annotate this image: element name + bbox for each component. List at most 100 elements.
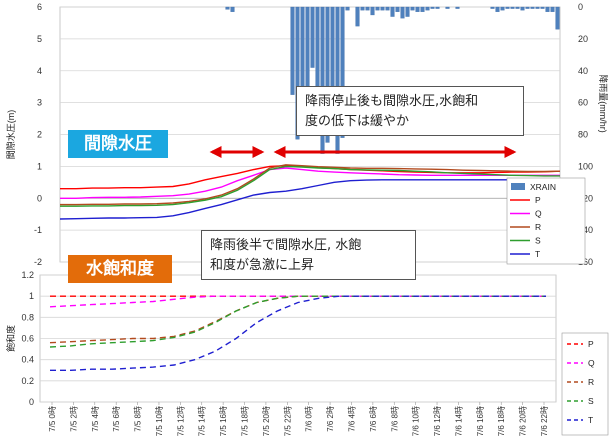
x-tick-label: 7/6 0時 bbox=[305, 406, 314, 432]
rain-bar bbox=[545, 6, 550, 12]
x-tick-label: 7/6 6時 bbox=[369, 406, 378, 432]
rain-bar bbox=[525, 6, 530, 9]
y2-tick-label: 140 bbox=[578, 225, 593, 235]
x-tick-label: 7/6 16時 bbox=[476, 406, 485, 436]
rain-bar bbox=[435, 6, 440, 9]
y2-tick-label: 120 bbox=[578, 193, 593, 203]
note-late-rain-line1: 降雨後半で間隙水圧, 水飽 bbox=[210, 238, 362, 253]
water-saturation-badge: 水飽和度 bbox=[68, 255, 172, 283]
rain-bar bbox=[310, 6, 315, 68]
rain-bar bbox=[390, 6, 395, 17]
y-tick-label: 1 bbox=[29, 291, 34, 301]
note-after-rain-line2: 度の低下は緩やか bbox=[305, 114, 410, 129]
y2-tick-label: 20 bbox=[578, 34, 588, 44]
rain-bar bbox=[410, 6, 415, 11]
rain-bar bbox=[555, 6, 560, 30]
legend-label-R: R bbox=[535, 222, 541, 232]
y-tick-label: 0.8 bbox=[21, 312, 34, 322]
y2-tick-label: 160 bbox=[578, 257, 593, 267]
series-line-R bbox=[60, 164, 561, 206]
y-tick-label: -1 bbox=[34, 225, 42, 235]
rain-bar bbox=[380, 6, 385, 11]
x-tick-label: 7/5 8時 bbox=[134, 406, 143, 432]
legend-label-Q: Q bbox=[535, 209, 542, 219]
y-tick-label: 6 bbox=[37, 2, 42, 12]
rain-bar bbox=[360, 6, 365, 11]
rain-bar bbox=[445, 6, 450, 9]
rain-bar bbox=[230, 6, 235, 12]
rain-bar bbox=[505, 6, 510, 9]
x-tick-label: 7/5 14時 bbox=[198, 406, 207, 436]
series-line-Q bbox=[49, 295, 546, 308]
pore-pressure-badge: 間隙水圧 bbox=[68, 130, 168, 158]
series-line-S bbox=[60, 165, 560, 207]
rain-bar bbox=[535, 6, 540, 9]
rain-bar bbox=[425, 6, 430, 11]
series-line-T bbox=[50, 295, 546, 371]
y2-tick-label: 60 bbox=[578, 98, 588, 108]
rain-bar bbox=[550, 6, 555, 12]
rain-bar bbox=[345, 6, 350, 11]
rain-bar bbox=[385, 6, 390, 11]
water-saturation-panel: 00.20.40.60.811.2 7/5 0時 7/5 2時 7/5 4時 7/5 … bbox=[5, 270, 609, 436]
legend-label-T: T bbox=[588, 415, 593, 425]
x-tick-label: 7/5 16時 bbox=[219, 406, 228, 436]
x-tick-label: 7/6 4時 bbox=[347, 406, 356, 432]
x-tick-label: 7/6 12時 bbox=[433, 406, 442, 436]
rain-bar bbox=[430, 6, 435, 9]
pore-pressure-panel: -2 -1 0 1 2 3 4 5 6 0 20 40 60 80 100 120 140 160 間隙水圧(m… bbox=[5, 2, 609, 267]
rain-bar bbox=[375, 6, 380, 11]
rain-bar bbox=[225, 6, 230, 10]
rain-bar bbox=[495, 6, 500, 12]
x-tick-label: 7/5 6時 bbox=[112, 406, 121, 432]
legend-label-Q: Q bbox=[588, 358, 595, 368]
y-tick-label: 0 bbox=[37, 193, 42, 203]
water-saturation-y-ticks: 0 0.2 0.4 0.6 0.8 1 1.2 bbox=[21, 270, 34, 407]
note-late-rain-line2: 和度が急激に上昇 bbox=[210, 258, 315, 273]
y-tick-label: 2 bbox=[37, 130, 42, 140]
legend-swatch-xrain bbox=[511, 183, 525, 190]
y-tick-label: 0.2 bbox=[21, 376, 34, 386]
x-tick-label: 7/6 14時 bbox=[454, 406, 463, 436]
legend-label-S: S bbox=[535, 236, 541, 246]
rain-bar bbox=[395, 6, 400, 12]
legend-label-P: P bbox=[535, 195, 541, 205]
x-tick-label: 7/6 8時 bbox=[390, 406, 399, 432]
water-saturation-axis-label: 飽和度 bbox=[5, 325, 16, 352]
y-tick-label: 1 bbox=[37, 161, 42, 171]
note-after-rain: 降雨停止後も間隙水圧,水飽和 度の低下は緩やか bbox=[296, 86, 524, 136]
water-saturation-lines bbox=[49, 295, 546, 371]
time-x-ticks: 7/5 0時 7/5 2時 7/5 4時 7/5 6時 7/5 8時 7/5 10時 7/5… bbox=[48, 402, 549, 436]
x-tick-label: 7/6 10時 bbox=[412, 406, 421, 436]
rain-bar bbox=[500, 6, 505, 11]
x-tick-label: 7/5 0時 bbox=[48, 406, 57, 432]
x-tick-label: 7/5 10時 bbox=[155, 406, 164, 436]
rain-bar bbox=[490, 6, 495, 9]
pore-pressure-y-ticks: -2 -1 0 1 2 3 4 5 6 bbox=[34, 2, 42, 267]
note-after-rain-line1: 降雨停止後も間隙水圧,水飽和 bbox=[305, 94, 479, 109]
x-tick-label: 7/5 20時 bbox=[262, 406, 271, 436]
y-tick-label: 5 bbox=[37, 34, 42, 44]
pore-pressure-axis-label: 間隙水圧(m) bbox=[5, 110, 16, 160]
rain-bar bbox=[455, 6, 460, 9]
y2-tick-label: 80 bbox=[578, 130, 588, 140]
series-line-T bbox=[59, 178, 561, 220]
legend-frame bbox=[506, 177, 586, 265]
note-late-rain: 降雨後半で間隙水圧, 水飽 和度が急激に上昇 bbox=[201, 230, 416, 280]
y-tick-label: -2 bbox=[34, 257, 42, 267]
rain-bar bbox=[520, 6, 525, 11]
y-tick-label: 1.2 bbox=[21, 270, 34, 280]
rain-bar bbox=[420, 6, 425, 12]
legend-label-R: R bbox=[588, 377, 594, 387]
x-tick-label: 7/6 20時 bbox=[519, 406, 528, 436]
rain-bar bbox=[415, 6, 420, 12]
rain-bar bbox=[370, 6, 375, 16]
y-tick-label: 4 bbox=[37, 66, 42, 76]
x-tick-label: 7/5 12時 bbox=[176, 406, 185, 436]
x-tick-label: 7/6 22時 bbox=[540, 406, 549, 436]
series-line-Q bbox=[60, 167, 560, 200]
y-tick-label: 0.6 bbox=[21, 334, 34, 344]
rain-bars bbox=[225, 6, 560, 154]
